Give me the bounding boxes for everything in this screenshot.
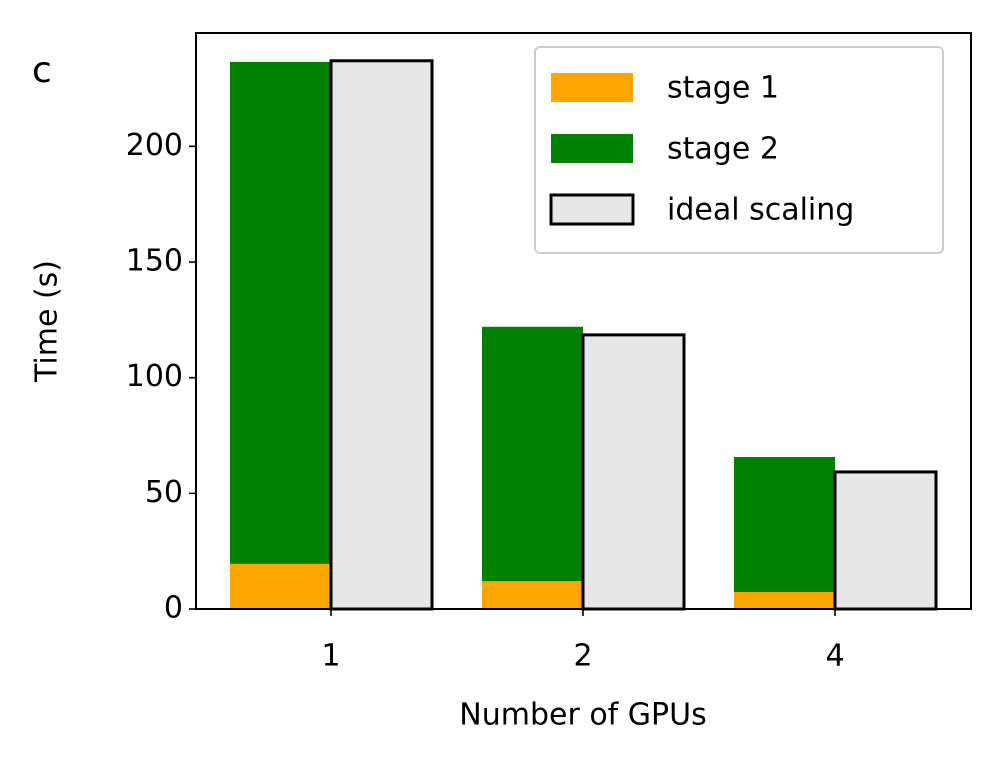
x-axis-label: Number of GPUs [459,698,706,733]
legend-label: stage 2 [667,132,779,167]
y-tick-label: 200 [126,128,183,163]
x-tick-label: 1 [321,639,340,674]
legend-label: stage 1 [667,71,779,106]
bar [230,61,331,564]
bar [482,581,583,609]
panel-label: c [32,50,52,91]
x-tick-label: 2 [573,639,592,674]
bar [482,326,583,582]
y-tick-label: 150 [126,244,183,279]
legend-box [534,46,944,254]
legend-swatch [551,134,633,163]
y-axis-label: Time (s) [30,260,65,383]
bar [833,470,938,611]
legend-swatch [551,73,633,102]
x-tick-label: 4 [825,639,844,674]
bar [734,592,835,609]
bar [734,457,835,593]
y-tick-label: 0 [164,591,183,626]
bar [329,59,434,611]
y-tick-label: 100 [126,359,183,394]
plot-frame [195,32,972,610]
bar [230,563,331,609]
bar [581,333,686,611]
y-tick-label: 50 [145,475,183,510]
legend-swatch [549,193,635,226]
legend-label: ideal scaling [667,193,854,228]
